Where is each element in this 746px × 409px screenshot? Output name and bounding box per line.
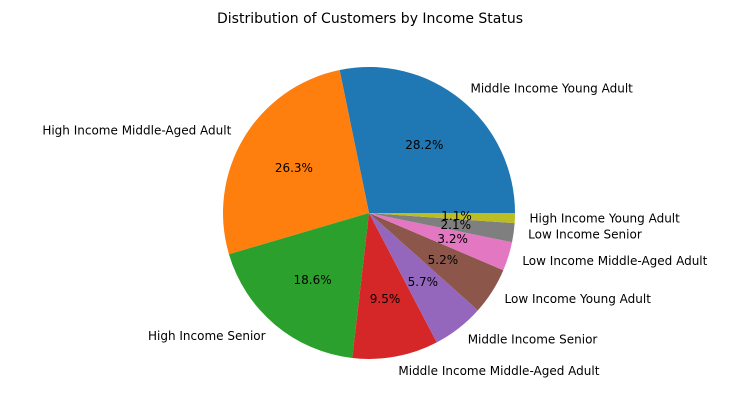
pie-slice: [369, 213, 515, 224]
slice-percentage-label: 28.2%: [405, 138, 443, 152]
slice-category-label: High Income Middle-Aged Adult: [42, 123, 231, 137]
percentage-labels: 28.2% 26.3% 18.6% 9.5% 5.7% 5.2% 3.2%2.1%1.1%: [275, 138, 472, 306]
slice-percentage-label: 18.6%: [294, 273, 332, 287]
category-labels: Middle Income Young Adult High Income Mid…: [42, 82, 707, 378]
slice-category-label: Low Income Senior: [528, 228, 642, 242]
slice-category-label: Middle Income Middle-Aged Adult: [398, 364, 599, 378]
slice-percentage-label: 2.1%: [441, 218, 472, 232]
slice-category-label: Low Income Young Adult: [505, 292, 652, 306]
slice-category-label: Low Income Middle-Aged Adult: [522, 254, 707, 268]
slice-percentage-label: 3.2%: [437, 232, 468, 246]
pie-slice: [369, 213, 478, 343]
pie-slice: [369, 213, 504, 311]
slice-category-label: High Income Young Adult: [530, 212, 681, 226]
pie-slices: [222, 67, 515, 359]
chart-title: Distribution of Customers by Income Stat…: [217, 11, 523, 27]
slice-category-label: Middle Income Senior: [468, 333, 598, 347]
slice-percentage-label: 26.3%: [275, 161, 313, 175]
pie-slice: [369, 213, 513, 271]
pie-slice: [228, 213, 369, 359]
pie-slice: [369, 213, 515, 243]
slice-category-label: High Income Senior: [148, 329, 266, 343]
pie-slice: [222, 69, 369, 255]
slice-percentage-label: 5.7%: [408, 275, 439, 289]
slice-percentage-label: 9.5%: [370, 292, 401, 306]
slice-category-label: Middle Income Young Adult: [470, 82, 633, 96]
slice-percentage-label: 1.1%: [441, 209, 472, 223]
pie-slice: [352, 213, 437, 359]
pie-slice: [339, 67, 515, 213]
slice-percentage-label: 5.2%: [428, 253, 459, 267]
